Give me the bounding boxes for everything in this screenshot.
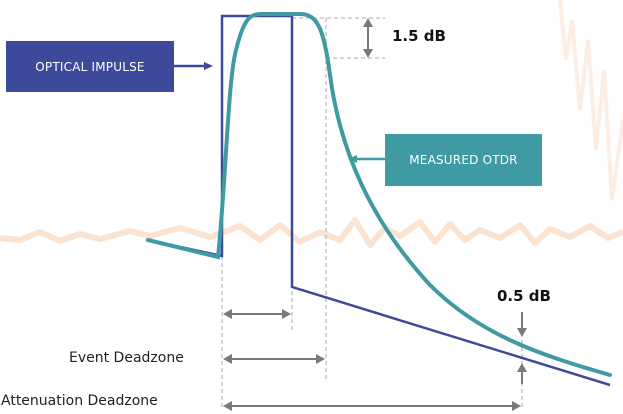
- event-deadzone-arrow: [223, 354, 325, 364]
- measured-otdr-label: MEASURED OTDR: [409, 153, 518, 167]
- impulse-width-arrow: [223, 309, 291, 319]
- peak-db-dimension: [363, 18, 373, 58]
- optical-impulse-label-box: OPTICAL IMPULSE: [6, 41, 174, 92]
- dashed-guides: [221, 17, 523, 410]
- background-noise-trace: [0, 217, 623, 248]
- optical-pointer-arrow: [174, 62, 213, 70]
- peak-db-label: 1.5 dB: [392, 27, 446, 45]
- attenuation-deadzone-label: Attenuation Deadzone: [1, 393, 158, 409]
- tail-db-dimension: [517, 312, 527, 384]
- event-deadzone-label: Event Deadzone: [69, 350, 184, 366]
- tail-db-label: 0.5 dB: [497, 287, 551, 305]
- measured-pointer-arrow: [348, 155, 385, 163]
- measured-otdr-label-box: MEASURED OTDR: [385, 134, 542, 186]
- measured-otdr-trace: [146, 12, 612, 377]
- optical-impulse-trace: [147, 14, 611, 387]
- optical-impulse-label: OPTICAL IMPULSE: [35, 59, 145, 74]
- background-noise-spike: [558, 0, 623, 201]
- attenuation-deadzone-arrow: [223, 401, 521, 411]
